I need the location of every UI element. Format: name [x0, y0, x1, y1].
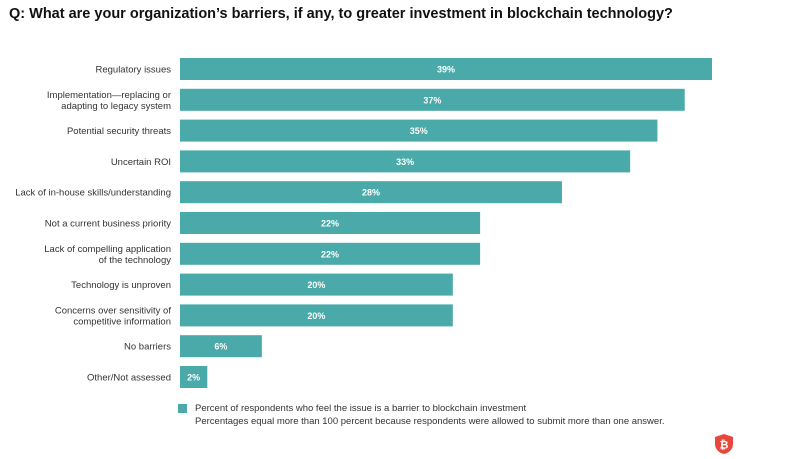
category-label-line: Concerns over sensitivity of [55, 305, 172, 316]
category-label: Implementation—replacing or adapting to l… [47, 90, 171, 112]
category-label-line: Lack of compelling application [44, 244, 171, 255]
category-label: Regulatory issues [95, 65, 171, 76]
bar [180, 273, 453, 296]
category-label-line: Technology is unproven [71, 280, 171, 291]
bar [180, 150, 631, 173]
legend: Percent of respondents who feel the issu… [178, 402, 665, 428]
value-label: 22% [321, 219, 339, 229]
category-label: Technology is unproven [71, 280, 171, 291]
value-label: 20% [307, 280, 325, 290]
value-label: 20% [307, 311, 325, 321]
bar [180, 242, 481, 265]
legend-footnote: Percentages equal more than 100 percent … [195, 416, 665, 427]
category-label-line: Regulatory issues [95, 65, 171, 76]
category-label-line: adapting to legacy system [61, 101, 171, 112]
category-label-line: Implementation—replacing or [47, 90, 171, 101]
bar [180, 366, 208, 388]
category-label: Concerns over sensitivity of competitive … [55, 305, 172, 327]
legend-series-label: Percent of respondents who feel the issu… [195, 403, 527, 414]
value-label: 39% [437, 65, 455, 75]
category-label: Other/Not assessed [87, 373, 171, 384]
category-label-line: No barriers [124, 342, 171, 353]
value-label: 2% [187, 373, 200, 383]
bar [180, 181, 562, 204]
legend-swatch [178, 404, 187, 413]
bar [180, 88, 685, 111]
value-label: 35% [410, 126, 428, 136]
bar [180, 304, 453, 327]
category-label-line: Potential security threats [67, 126, 171, 137]
bar [180, 119, 658, 142]
value-label: 37% [423, 95, 441, 105]
legend-item: Percent of respondents who feel the issu… [178, 402, 665, 415]
chart-title: Q: What are your organization’s barriers… [9, 6, 673, 22]
category-label-line: Uncertain ROI [111, 157, 171, 168]
category-label: Uncertain ROI [111, 157, 171, 168]
category-label-line: Lack of in-house skills/understanding [15, 188, 171, 199]
value-label: 33% [396, 157, 414, 167]
bitcoin-shield-icon: ₿ [715, 434, 733, 454]
category-label: Lack of compelling application of the tec… [44, 244, 171, 266]
category-label: Potential security threats [67, 126, 171, 137]
bar [180, 335, 262, 358]
category-label-line: of the technology [99, 255, 172, 266]
svg-text:₿: ₿ [720, 440, 729, 452]
category-label: Lack of in-house skills/understanding [15, 188, 171, 199]
bar [180, 212, 481, 234]
bar [180, 58, 712, 80]
category-label: Not a current business priority [45, 219, 171, 230]
value-label: 22% [321, 249, 339, 259]
category-label-line: Not a current business priority [45, 219, 171, 230]
category-label-line: competitive information [73, 316, 171, 327]
value-label: 28% [362, 188, 380, 198]
value-label: 6% [214, 342, 227, 352]
category-label: No barriers [124, 342, 171, 353]
category-label-line: Other/Not assessed [87, 373, 171, 384]
